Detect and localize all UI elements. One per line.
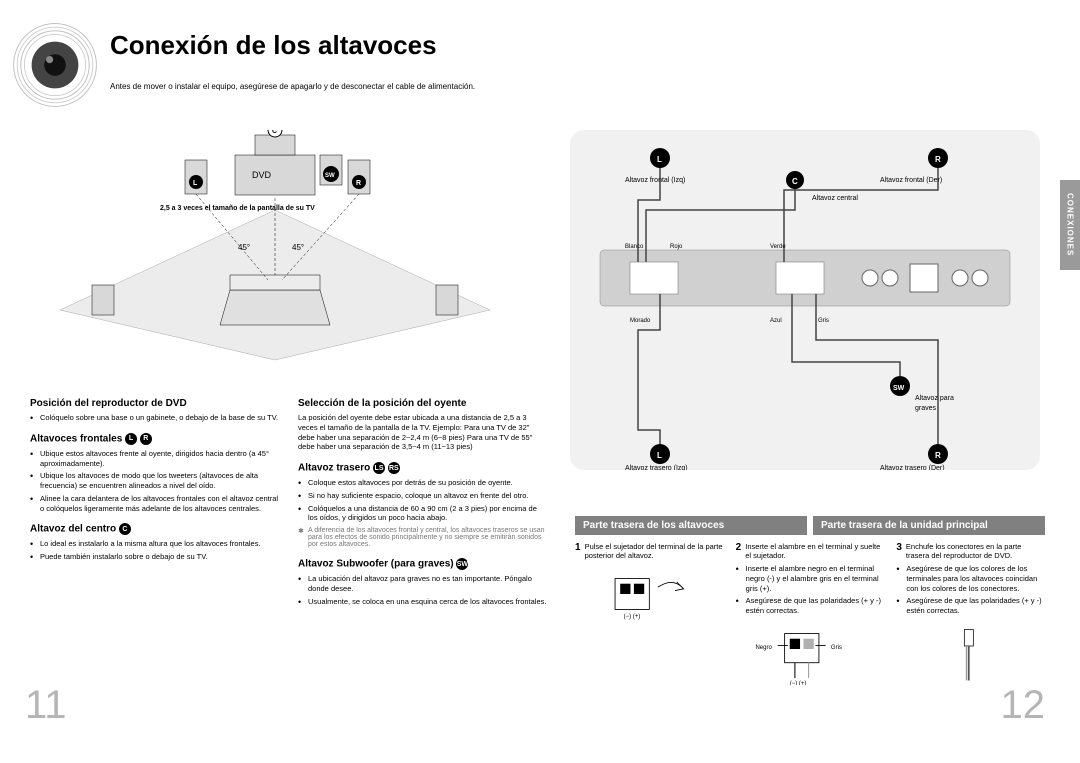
bullet: Colóquelo sobre una base o un gabinete, … [30,413,280,423]
tag-sw-icon: SW [456,558,468,570]
bar-right: Parte trasera de la unidad principal [813,516,1045,535]
svg-text:Verde: Verde [770,244,786,250]
svg-text:R: R [935,155,941,164]
section-bars: Parte trasera de los altavoces Parte tra… [575,516,1045,535]
steps-row: 1 Pulse el sujetador del terminal de la … [575,542,1045,687]
svg-text:Altavoz trasero (Izq): Altavoz trasero (Izq) [625,465,688,470]
page-title: Conexión de los altavoces [110,30,437,61]
svg-text:Azul: Azul [770,318,782,324]
bullet: La ubicación del altavoz para graves no … [298,574,548,594]
svg-text:45°: 45° [238,243,250,252]
section-tab: CONEXIONES [1060,180,1080,270]
s-center-label: Altavoz del centro [30,524,116,535]
svg-text:Altavoz frontal (Der): Altavoz frontal (Der) [880,177,942,184]
s-front-h: Altavoces frontales L R [30,433,280,445]
svg-text:L: L [657,155,662,164]
bullet: Puede también instalarlo sobre o debajo … [30,552,280,562]
tv-note: 2,5 a 3 veces el tamaño de la pantalla d… [160,205,315,212]
step-2-num: 2 [736,542,742,560]
svg-text:DVD: DVD [252,170,272,180]
svg-text:graves: graves [915,405,937,412]
svg-text:R: R [356,180,361,187]
step-2: 2 Inserte el alambre en el terminal y su… [736,542,885,687]
s-rear-note: A diferencia de los altavoces frontal y … [298,527,548,548]
bullet: Asegúrese de que las polaridades (+ y -)… [896,596,1045,616]
tag-l-icon: L [125,433,137,445]
svg-text:L: L [193,180,198,187]
svg-text:Gris: Gris [831,645,842,651]
svg-text:Rojo: Rojo [670,244,683,250]
step-1-num: 1 [575,542,581,560]
page-number-right: 12 [1001,683,1046,728]
bar-left: Parte trasera de los altavoces [575,516,807,535]
col-right: Selección de la posición del oyente La p… [298,388,548,609]
bullet: Ubique estos altavoces frente al oyente,… [30,449,280,469]
page-subtitle: Antes de mover o instalar el equipo, ase… [110,82,475,91]
s-listener-h: Selección de la posición del oyente [298,398,548,409]
svg-text:(−) (+): (−) (+) [789,681,806,685]
col-left: Posición del reproductor de DVD Colóquel… [30,388,280,609]
bullet: Asegúrese de que los colores de los term… [896,564,1045,593]
bullet: Alinee la cara delantera de los altavoce… [30,494,280,514]
s-rear-h: Altavoz trasero LS RS [298,462,548,474]
s-sub-label: Altavoz Subwoofer (para graves) [298,559,454,570]
room-layout-diagram: DVD C L SW R 45° 45° LS RS [30,130,520,370]
step-3-num: 3 [896,542,902,560]
svg-text:Altavoz central: Altavoz central [812,195,858,202]
text-columns: Posición del reproductor de DVD Colóquel… [30,388,550,609]
step-2-text: Inserte el alambre en el terminal y suel… [745,542,884,560]
svg-text:(−) (+): (−) (+) [624,614,641,620]
svg-text:45°: 45° [292,243,304,252]
s-listener-p: La posición del oyente debe estar ubicad… [298,413,548,452]
bullet: Inserte el alambre negro en el terminal … [736,564,885,593]
svg-text:Altavoz para: Altavoz para [915,395,954,402]
step-1-diagram: (−) (+) [575,570,724,630]
s-center-h: Altavoz del centro C [30,523,280,535]
svg-text:C: C [272,130,277,135]
svg-text:C: C [792,177,798,186]
s-front-label: Altavoces frontales [30,433,122,444]
svg-text:R: R [935,451,941,460]
step-1-text: Pulse el sujetador del terminal de la pa… [585,542,724,560]
bullet: Asegúrese de que las polaridades (+ y -)… [736,596,885,616]
wiring-diagram: L R C Altavoz frontal (Izq) Altavoz fron… [570,130,1040,470]
s-sub-h: Altavoz Subwoofer (para graves) SW [298,558,548,570]
bullet: Ubique los altavoces de modo que los twe… [30,471,280,491]
tag-r-icon: R [140,433,152,445]
svg-text:Blanco: Blanco [625,244,644,250]
page-number-left: 11 [25,683,67,728]
tag-ls-icon: LS [373,462,385,474]
bullet: Lo ideal es instalarlo a la misma altura… [30,539,280,549]
step-3-text: Enchufe los conectores en la parte trase… [906,542,1045,560]
svg-text:Negro: Negro [755,645,772,651]
svg-text:SW: SW [893,385,905,392]
bullet: Colóquelos a una distancia de 60 a 90 cm… [298,504,548,524]
bullet: Si no hay suficiente espacio, coloque un… [298,491,548,501]
s-rear-label: Altavoz trasero [298,463,370,474]
bullet: Coloque estos altavoces por detrás de su… [298,478,548,488]
svg-text:SW: SW [325,173,335,179]
svg-text:Altavoz frontal (Izq): Altavoz frontal (Izq) [625,177,685,184]
tag-rs-icon: RS [388,462,400,474]
s-dvd-h: Posición del reproductor de DVD [30,398,280,409]
svg-text:Gris: Gris [818,318,829,324]
bullet: Usualmente, se coloca en una esquina cer… [298,597,548,607]
svg-text:Altavoz trasero (Der): Altavoz trasero (Der) [880,465,945,470]
tag-c-icon: C [119,523,131,535]
step-1: 1 Pulse el sujetador del terminal de la … [575,542,724,687]
step-2-diagram: Negro Gris (−) (+) [736,625,885,685]
manual-spread: Conexión de los altavoces Antes de mover… [0,0,1080,763]
speaker-graphic [10,20,100,110]
step-3: 3 Enchufe los conectores en la parte tra… [896,542,1045,687]
svg-text:Morado: Morado [630,318,651,324]
svg-text:L: L [657,451,662,460]
step-3-diagram [896,625,1045,685]
